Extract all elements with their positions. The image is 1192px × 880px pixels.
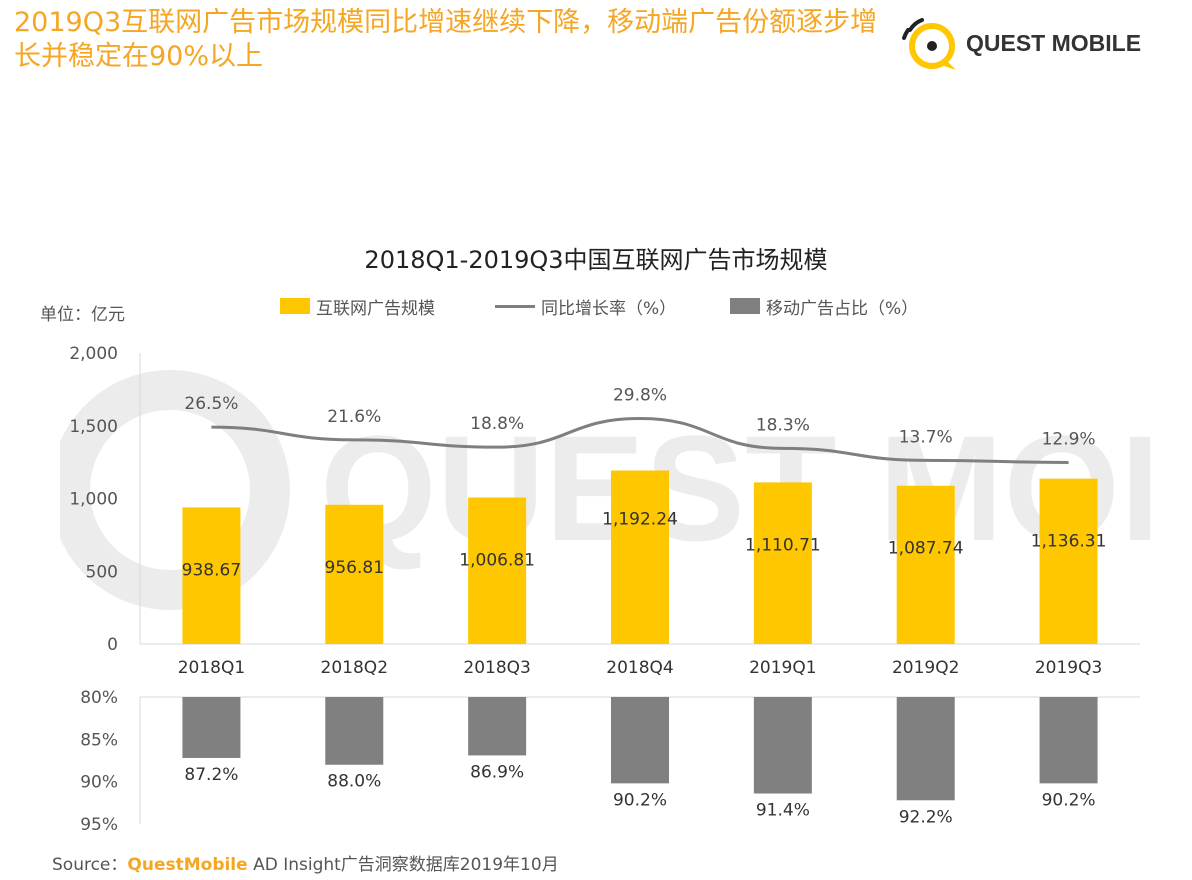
top-y-tick-label: 500 [86,562,118,582]
x-tick-label: 2019Q3 [1035,658,1102,678]
growth-rate-data-label: 18.3% [756,415,810,435]
top-y-tick-label: 2,000 [69,344,118,364]
ad-scale-data-label: 938.67 [182,560,241,580]
growth-rate-line [211,417,1069,464]
growth-rate-data-label: 12.9% [1042,429,1096,449]
chart-title: 2018Q1-2019Q3中国互联网广告市场规模 [364,246,828,274]
chart-legend: 互联网广告规模 同比增长率（%） 移动广告占比（%） [280,292,980,320]
mobile-share-bar [611,697,669,784]
ad-scale-data-label: 956.81 [325,558,384,578]
mobile-share-bar [896,697,955,801]
x-tick-label: 2018Q2 [321,658,388,678]
mobile-share-bar [325,697,384,765]
ad-scale-data-label: 1,192.24 [602,510,678,530]
ad-scale-data-label: 1,110.71 [745,535,821,555]
mobile-share-bar [753,697,812,794]
x-tick-label: 2018Q1 [178,658,245,678]
source-prefix: Source： [52,855,128,875]
ad-scale-bar [182,507,241,644]
x-tick-label: 2018Q3 [463,658,530,678]
growth-rate-data-label: 18.8% [470,414,524,434]
x-tick-label: 2019Q2 [892,658,959,678]
mobile-share-bar [1039,697,1098,784]
top-y-tick-label: 1,000 [69,490,118,510]
bottom-y-tick-label: 90% [80,773,118,793]
mobile-share-data-label: 90.2% [613,790,667,810]
mobile-share-data-label: 88.0% [327,772,381,792]
growth-rate-data-label: 21.6% [327,407,381,427]
ad-scale-bar [325,504,384,644]
logo-text: QUEST MOBILE [966,30,1142,56]
mobile-share-data-label: 86.9% [470,762,524,782]
ad-scale-bar [1039,478,1098,644]
quest-mobile-logo: QUEST MOBILE [902,16,1182,76]
source-note: Source：QuestMobile AD Insight广告洞察数据库2019… [52,850,559,875]
mobile-share-bar [468,697,527,756]
bottom-y-tick-label: 95% [80,815,118,835]
ad-scale-bar [611,470,669,644]
top-y-tick-label: 1,500 [69,417,118,437]
ad-scale-data-label: 1,006.81 [459,551,535,571]
mobile-share-data-label: 91.4% [756,801,810,821]
legend-label-growth-rate: 同比增长率（%） [541,298,677,319]
mobile-share-bar [182,697,241,758]
source-rest: AD Insight广告洞察数据库2019年10月 [247,855,559,875]
mobile-share-data-label: 87.2% [184,765,238,785]
ad-scale-bar [468,497,527,644]
page-headline: 2019Q3互联网广告市场规模同比增速继续下降，移动端广告份额逐步增长并稳定在9… [14,7,878,72]
bottom-y-tick-label: 85% [80,730,118,750]
legend-label-ad-scale: 互联网广告规模 [316,298,435,319]
quest-mobile-logo-icon [902,18,956,70]
ad-scale-data-label: 1,136.31 [1031,532,1107,552]
legend-item-growth-rate: 同比增长率（%） [495,292,676,320]
legend-item-ad-scale: 互联网广告规模 [280,292,435,320]
ad-scale-bar [896,485,955,644]
top-y-tick-label: 0 [107,635,118,655]
ad-scale-bar [753,482,812,644]
mobile-share-data-label: 92.2% [899,807,953,827]
x-tick-label: 2018Q4 [606,658,673,678]
ad-scale-data-label: 1,087.74 [888,539,964,559]
bottom-y-tick-label: 80% [80,688,118,708]
unit-label: 单位：亿元 [40,305,125,325]
mobile-share-data-label: 90.2% [1042,790,1096,810]
legend-item-mobile-share: 移动广告占比（%） [730,292,918,320]
growth-rate-data-label: 29.8% [613,386,667,406]
legend-swatch-mobile-share [730,298,760,314]
growth-rate-data-label: 26.5% [184,394,238,414]
legend-swatch-ad-scale [280,298,310,314]
growth-rate-data-label: 13.7% [899,427,953,447]
legend-label-mobile-share: 移动广告占比（%） [766,298,919,319]
x-tick-label: 2019Q1 [749,658,816,678]
legend-swatch-growth-rate [495,304,535,308]
source-brand: QuestMobile [127,855,248,875]
